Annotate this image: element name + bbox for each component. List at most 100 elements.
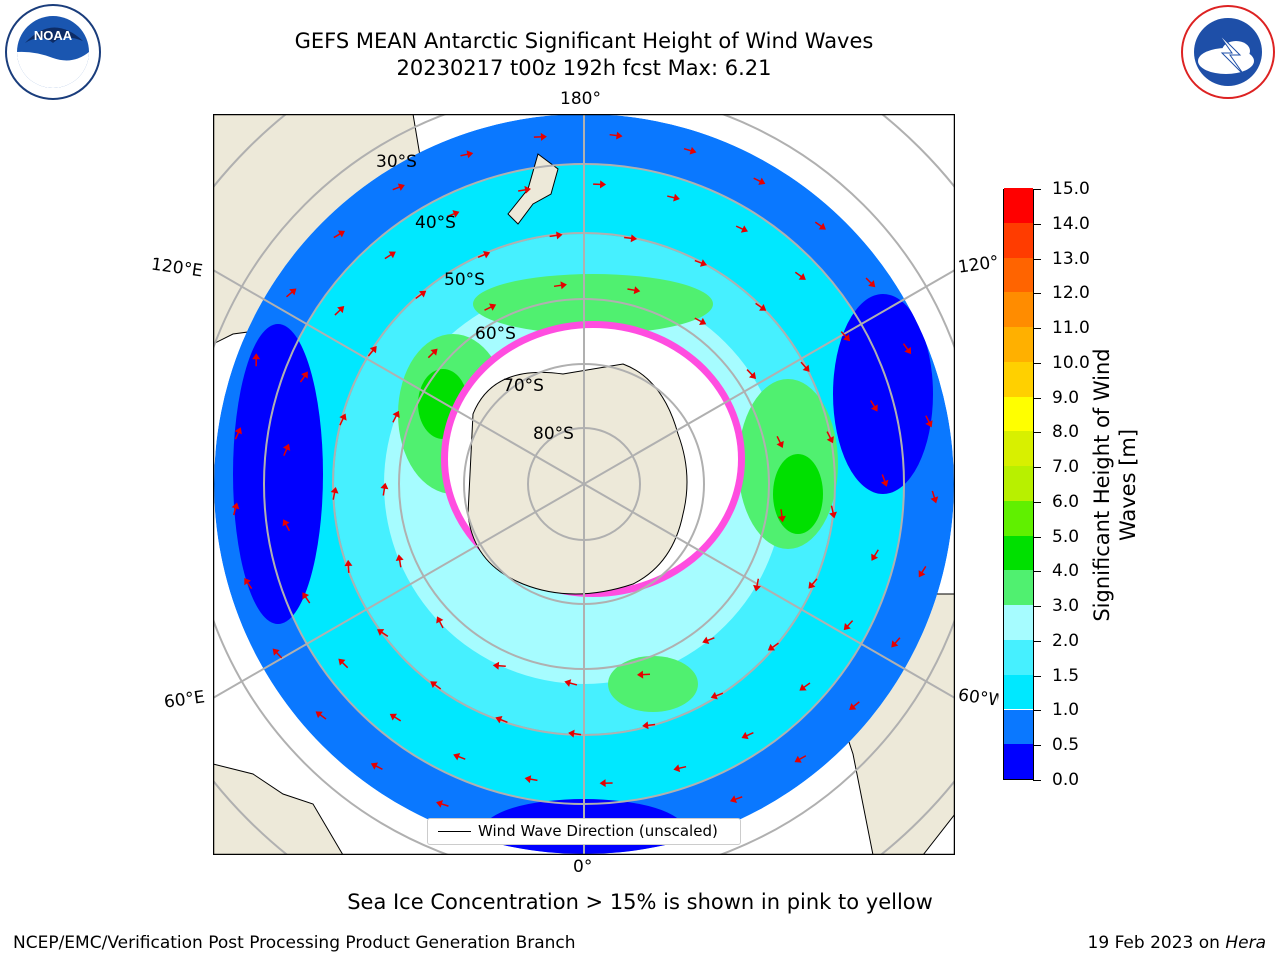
colorbar-segment — [1004, 431, 1033, 467]
lat-label-30s: 30°S — [376, 152, 417, 172]
wind-arrow — [799, 682, 811, 691]
wind-arrow — [599, 779, 613, 788]
colorbar-tick — [1033, 675, 1041, 677]
wind-arrows — [231, 131, 939, 838]
colorbar-tick — [1033, 258, 1041, 260]
wind-arrow — [840, 331, 851, 342]
colorbar-tick — [1033, 328, 1041, 330]
wind-arrow — [339, 413, 347, 426]
wind-arrow — [533, 132, 547, 141]
wind-arrow — [553, 281, 567, 290]
wind-arrow — [902, 343, 912, 355]
colorbar-segment — [1004, 327, 1033, 362]
wind-arrow — [415, 290, 427, 300]
wind-arrow — [453, 752, 466, 761]
colorbar-tick — [1033, 362, 1041, 364]
colorbar-segment — [1004, 188, 1033, 223]
wind-arrow — [315, 711, 327, 720]
wind-arrow — [741, 731, 754, 740]
lon-label-180: 180° — [560, 89, 601, 109]
legend-line-swatch — [438, 831, 471, 832]
wind-arrow — [710, 691, 724, 700]
wind-arrow — [694, 317, 707, 325]
wind-arrow — [389, 713, 402, 722]
wind-arrow — [334, 306, 345, 316]
africa-land — [213, 763, 344, 855]
colorbar-tick-label: 6.0 — [1052, 491, 1080, 512]
wind-arrow — [767, 642, 779, 651]
colorbar-tick-label: 4.0 — [1052, 561, 1080, 582]
colorbar-segment — [1004, 709, 1033, 745]
lon-label-120w: 120°W — [956, 252, 1000, 278]
nws-logo — [1178, 3, 1278, 101]
wind-arrow — [702, 636, 715, 645]
colorbar-tick-label: 10.0 — [1052, 352, 1090, 373]
wind-arrow — [282, 443, 291, 456]
title-line-2: 20230217 t00z 192h fcst Max: 6.21 — [396, 56, 772, 80]
wind-arrow — [460, 150, 474, 159]
wind-arrow — [843, 620, 854, 631]
wind-arrow — [272, 648, 283, 659]
wind-arrow — [549, 231, 563, 240]
wind-arrow — [344, 559, 353, 573]
new-zealand-land — [507, 153, 559, 225]
wind-arrow — [870, 400, 878, 412]
wind-arrow — [891, 637, 901, 648]
colorbar-segment — [1004, 292, 1033, 328]
colorbar-tick-label: 7.0 — [1052, 457, 1080, 478]
map-legend: Wind Wave Direction (unscaled) — [427, 818, 741, 845]
colorbar-segment — [1004, 535, 1033, 571]
wind-arrow — [627, 286, 641, 295]
wind-arrow — [642, 721, 656, 730]
wind-arrow — [244, 578, 253, 590]
colorbar-tick — [1033, 467, 1041, 469]
footer-date: 19 Feb 2023 on — [1087, 933, 1226, 953]
wind-arrow — [918, 565, 927, 578]
wind-arrow — [392, 183, 405, 191]
colorbar-tick — [1033, 223, 1041, 225]
wind-arrow — [777, 509, 786, 523]
legend-label: Wind Wave Direction (unscaled) — [478, 822, 718, 840]
wind-arrow — [299, 371, 308, 383]
wind-arrow — [333, 230, 345, 239]
wind-arrow — [593, 180, 607, 189]
wind-arrow — [477, 250, 491, 259]
colorbar-segment — [1004, 500, 1033, 536]
lat-label-60s: 60°S — [475, 324, 516, 344]
noaa-logo: NOAA — [3, 3, 103, 101]
wind-arrow — [495, 715, 508, 724]
wind-arrow — [392, 410, 400, 423]
wind-arrow — [753, 578, 761, 592]
colorbar-segment — [1004, 396, 1033, 432]
wind-arrow — [753, 177, 766, 185]
colorbar-tick — [1033, 571, 1041, 573]
wind-arrow — [794, 271, 806, 280]
wind-arrow — [930, 490, 939, 504]
colorbar-tick — [1033, 606, 1041, 608]
wind-arrow — [871, 549, 879, 561]
wind-arrow — [377, 629, 389, 637]
wind-arrow — [384, 251, 396, 260]
colorbar-tick — [1033, 780, 1041, 781]
wind-arrow — [925, 415, 933, 428]
wind-arrow — [564, 679, 578, 687]
lon-label-0: 0° — [573, 857, 593, 877]
wind-arrow — [492, 661, 506, 670]
wind-arrow — [794, 755, 807, 763]
wind-arrow — [814, 221, 826, 230]
wind-arrow — [484, 303, 497, 311]
colorbar-tick-label: 5.0 — [1052, 526, 1080, 547]
wind-arrow — [395, 554, 404, 568]
wind-arrow — [338, 658, 349, 669]
wind-arrow — [735, 225, 748, 233]
colorbar-tick — [1033, 536, 1041, 538]
wind-arrow — [302, 592, 311, 604]
colorbar-tick-label: 14.0 — [1052, 213, 1090, 234]
wind-arrow — [880, 474, 889, 487]
footer-right: 19 Feb 2023 on Hera — [1088, 933, 1266, 953]
colorbar-tick — [1033, 640, 1041, 642]
footer-machine: Hera — [1225, 933, 1266, 953]
colorbar-tick-label: 0.0 — [1052, 770, 1080, 790]
title-line-1: GEFS MEAN Antarctic Significant Height o… — [294, 29, 874, 53]
wind-arrow — [330, 486, 339, 500]
